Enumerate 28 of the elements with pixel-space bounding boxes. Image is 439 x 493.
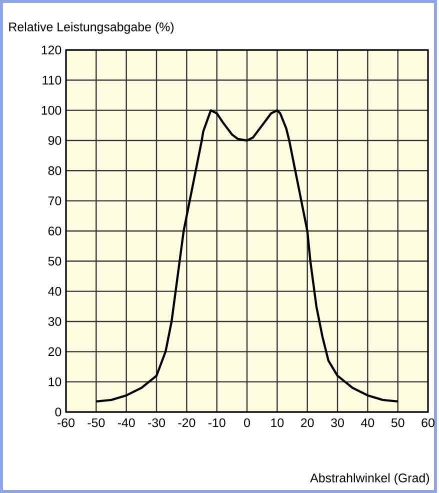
x-tick-label: 40 (361, 418, 374, 428)
x-tick-label: -30 (148, 418, 165, 428)
x-tick-label: 0 (244, 418, 250, 428)
x-tick-label: 50 (391, 418, 404, 428)
x-tick-label: -10 (208, 418, 226, 428)
y-tick-label: 60 (48, 226, 62, 236)
x-tick-label: 20 (301, 418, 314, 428)
x-tick-label: -20 (178, 418, 196, 428)
y-tick-label: 80 (48, 166, 62, 176)
y-tick-label: 10 (48, 377, 62, 386)
y-tick-label: 100 (42, 106, 62, 115)
y-tick-label: 30 (48, 317, 62, 326)
y-tick-label: 110 (42, 76, 62, 85)
y-tick-label: 40 (48, 286, 62, 296)
x-tick-label: -40 (118, 418, 135, 428)
y-tick-label: 20 (48, 347, 62, 356)
y-tick-label: 90 (48, 136, 62, 145)
y-tick-label: 50 (48, 256, 62, 266)
x-tick-label: -60 (58, 418, 74, 428)
y-tick-label: 0 (55, 408, 62, 416)
x-tick-label: -50 (88, 418, 105, 428)
x-tick-label: 30 (331, 418, 344, 428)
x-tick-label: 60 (422, 418, 434, 428)
y-axis-title: Relative Leistungsabgabe (%) (9, 22, 174, 34)
x-axis-title: Abstrahlwinkel (Grad) (310, 473, 429, 485)
x-tick-label: 10 (271, 418, 284, 428)
y-tick-label: 120 (42, 46, 62, 54)
y-tick-label: 70 (48, 196, 62, 206)
